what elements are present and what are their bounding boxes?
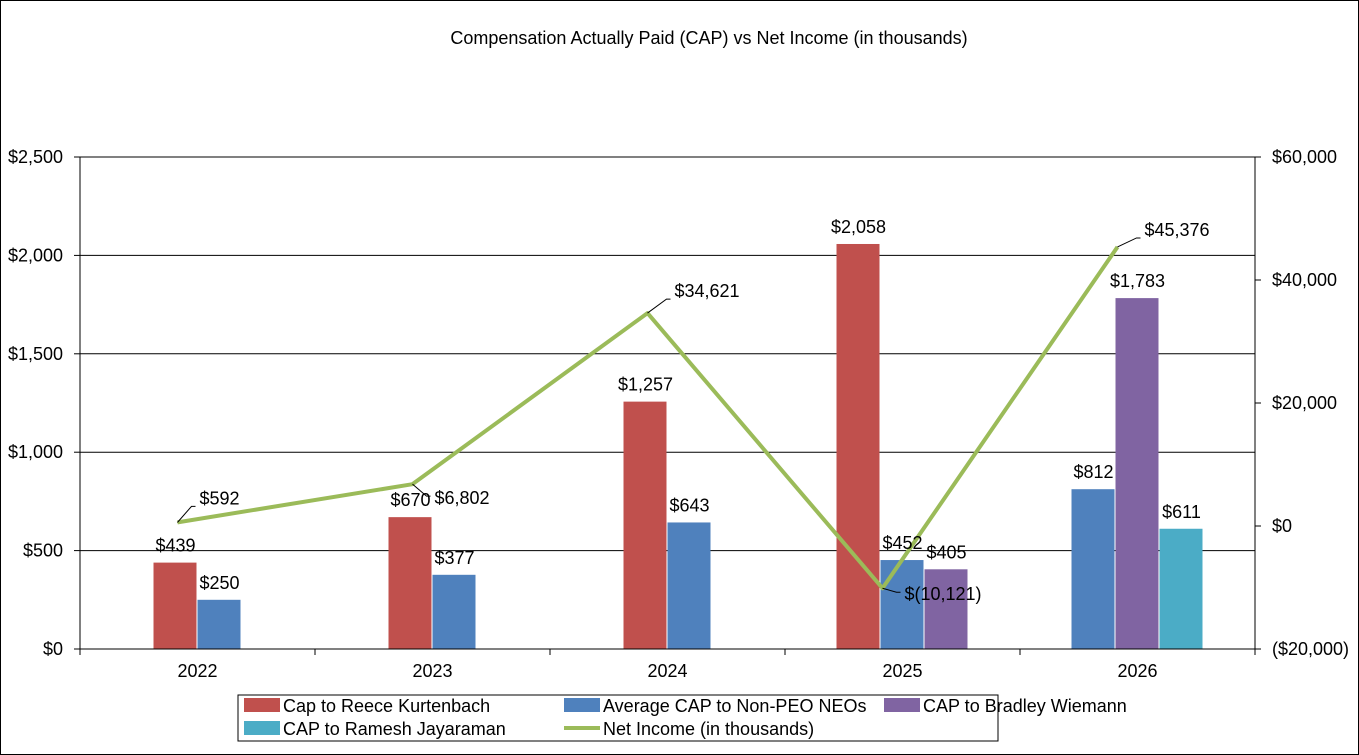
bar-data-label: $405 — [926, 542, 966, 562]
bar-data-label: $1,257 — [618, 375, 673, 395]
bar-data-label: $439 — [155, 536, 195, 556]
bar-data-label: $2,058 — [831, 217, 886, 237]
left-tick-label: $1,500 — [8, 344, 63, 364]
line-data-label: $34,621 — [675, 281, 740, 301]
bar — [432, 574, 476, 649]
bar-data-label: $250 — [199, 573, 239, 593]
left-tick-label: $0 — [43, 639, 63, 659]
right-tick-label: $40,000 — [1272, 270, 1337, 290]
bar — [880, 560, 924, 649]
legend-swatch — [244, 698, 280, 712]
bar-data-label: $812 — [1073, 462, 1113, 482]
bar — [836, 243, 880, 649]
line-data-label: $592 — [200, 488, 240, 508]
bar — [1071, 489, 1115, 649]
bar — [667, 522, 711, 649]
line-data-label: $6,802 — [435, 488, 490, 508]
right-tick-label: $60,000 — [1272, 147, 1337, 167]
left-tick-label: $2,500 — [8, 147, 63, 167]
bar — [1115, 298, 1159, 649]
x-tick-label: 2024 — [647, 661, 687, 681]
bar-data-label: $1,783 — [1110, 271, 1165, 291]
leader-line — [647, 298, 671, 314]
left-tick-label: $1,000 — [8, 442, 63, 462]
legend-label: CAP to Bradley Wiemann — [923, 696, 1127, 716]
bar-data-label: $643 — [669, 495, 709, 515]
right-tick-label: $0 — [1272, 516, 1292, 536]
leader-line — [1117, 237, 1141, 248]
bar — [623, 401, 667, 649]
legend-label: Cap to Reece Kurtenbach — [283, 696, 490, 716]
bar — [197, 599, 241, 649]
line-data-label: $(10,121) — [905, 584, 982, 604]
bar — [388, 517, 432, 649]
chart-title: Compensation Actually Paid (CAP) vs Net … — [450, 28, 967, 48]
bar — [153, 562, 197, 649]
x-tick-label: 2025 — [882, 661, 922, 681]
right-tick-label: ($20,000) — [1272, 639, 1349, 659]
left-tick-label: $500 — [23, 541, 63, 561]
line-data-label: $45,376 — [1145, 220, 1210, 240]
bar — [924, 569, 968, 649]
bar-data-label: $377 — [434, 548, 474, 568]
right-tick-label: $20,000 — [1272, 393, 1337, 413]
bar-data-label: $611 — [1162, 502, 1201, 522]
legend-label: Average CAP to Non-PEO NEOs — [603, 696, 866, 716]
legend-box — [237, 694, 999, 742]
x-tick-label: 2026 — [1117, 661, 1157, 681]
x-tick-label: 2023 — [412, 661, 452, 681]
legend-swatch — [244, 721, 280, 735]
bar — [1159, 528, 1203, 649]
leader-line — [882, 587, 901, 593]
bar-data-label: $452 — [882, 533, 922, 553]
left-tick-label: $2,000 — [8, 245, 63, 265]
leader-line — [177, 505, 196, 523]
legend-label: CAP to Ramesh Jayaraman — [283, 719, 506, 739]
leader-line — [412, 483, 431, 497]
legend-swatch — [884, 698, 920, 712]
legend-label: Net Income (in thousands) — [603, 719, 814, 739]
x-tick-label: 2022 — [177, 661, 217, 681]
legend-swatch — [564, 698, 600, 712]
bar-data-label: $670 — [390, 490, 430, 510]
